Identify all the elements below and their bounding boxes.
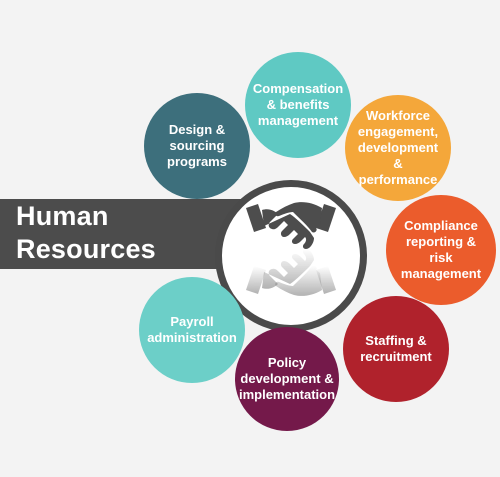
title-line-2: Resources — [16, 234, 156, 264]
node-payroll: Payroll administration — [139, 277, 245, 383]
node-policy-label: Policy development & implementation — [238, 355, 336, 402]
node-compliance-label: Compliance reporting & risk management — [400, 218, 482, 281]
node-workforce-label: Workforce engagement, development & perf… — [357, 108, 439, 187]
node-workforce: Workforce engagement, development & perf… — [345, 95, 451, 201]
diagram-title: Human Resources — [16, 200, 216, 266]
node-compensation-label: Compensation & benefits management — [252, 81, 344, 128]
node-design-sourcing-label: Design & sourcing programs — [167, 122, 227, 169]
title-band — [0, 199, 242, 269]
node-payroll-label: Payroll administration — [147, 314, 237, 345]
node-design-sourcing: Design & sourcing programs — [144, 93, 250, 199]
node-compliance: Compliance reporting & risk management — [386, 195, 496, 305]
title-line-1: Human — [16, 201, 109, 231]
node-compensation: Compensation & benefits management — [245, 52, 351, 158]
node-staffing-label: Staffing & recruitment — [360, 333, 432, 364]
node-staffing: Staffing & recruitment — [343, 296, 449, 402]
node-policy: Policy development & implementation — [235, 327, 339, 431]
handshake-icon — [246, 202, 336, 296]
